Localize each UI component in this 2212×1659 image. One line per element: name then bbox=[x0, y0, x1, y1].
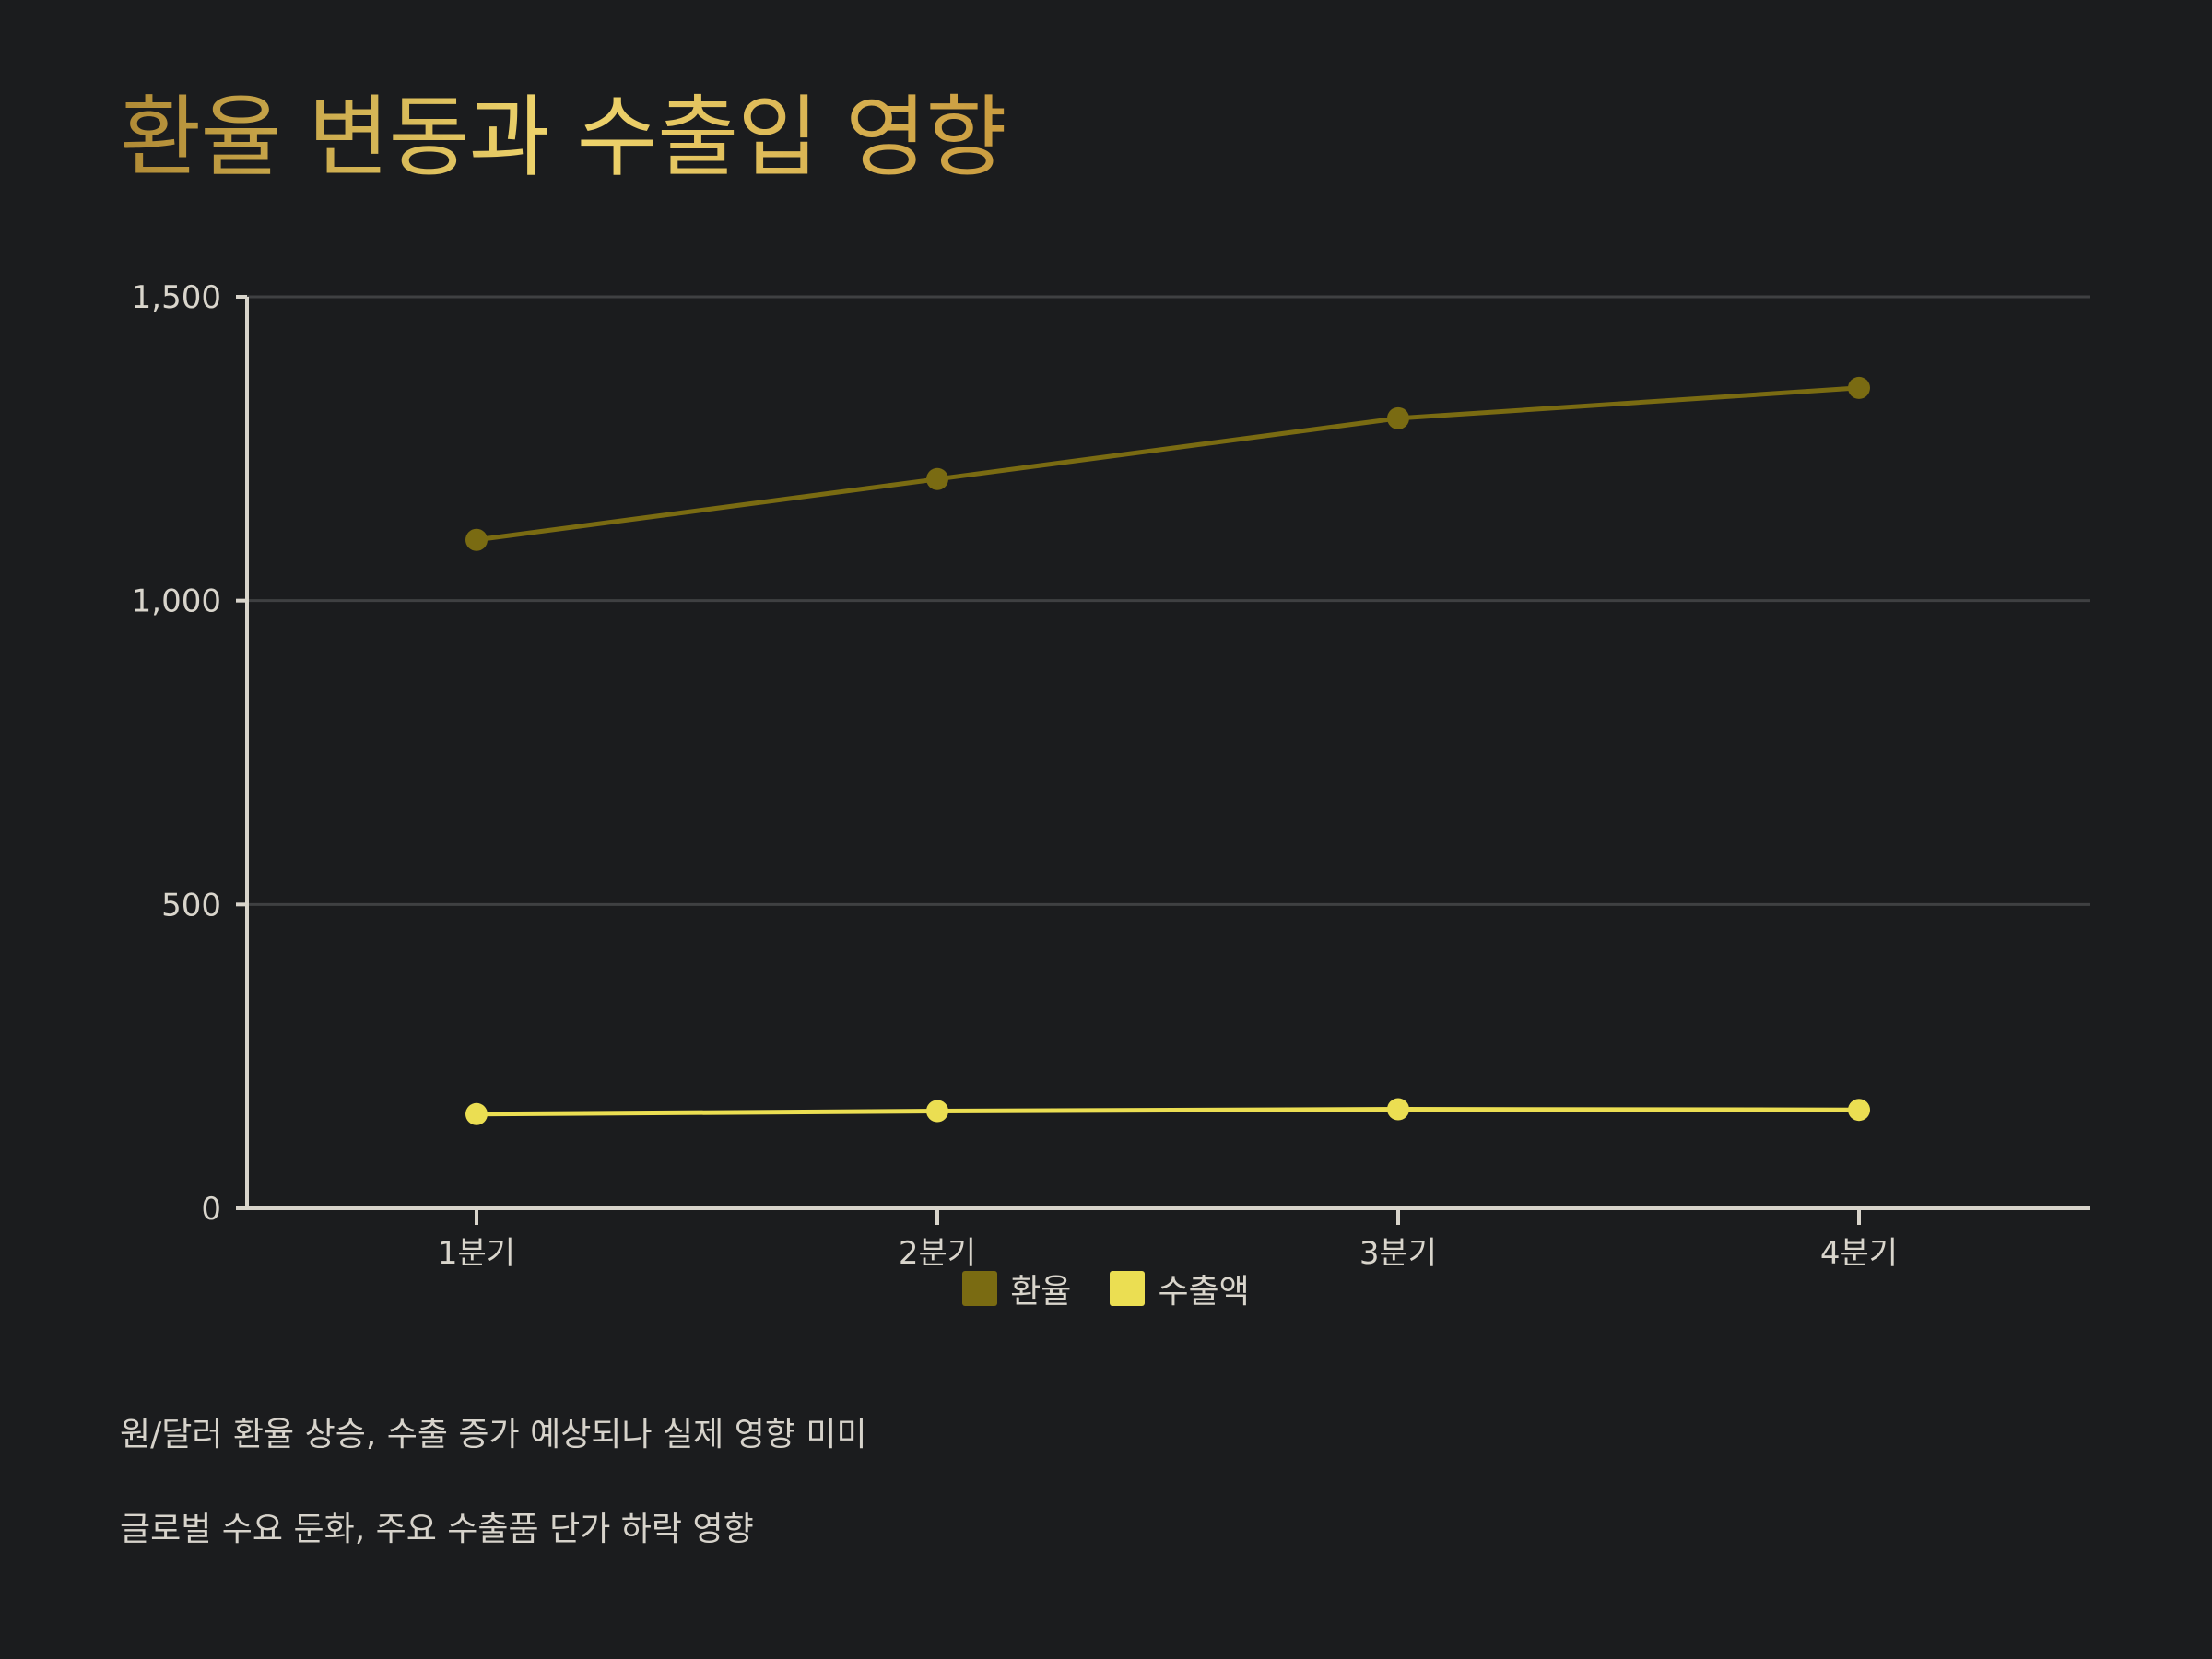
legend-item-exports: 수출액 bbox=[1110, 1265, 1250, 1312]
legend-item-exchange-rate: 환율 bbox=[962, 1265, 1071, 1312]
data-point-series-2 bbox=[465, 1102, 488, 1125]
x-tick-label: 4분기 bbox=[1820, 1235, 1898, 1272]
legend-swatch-exports bbox=[1110, 1271, 1146, 1306]
chart-title: 환율 변동과 수출입 영향 bbox=[120, 85, 1007, 191]
x-tick-label: 3분기 bbox=[1359, 1235, 1437, 1272]
data-point-series-1 bbox=[1387, 406, 1409, 429]
y-tick-label: 1,500 bbox=[132, 279, 221, 316]
x-tick-label: 1분기 bbox=[438, 1235, 515, 1272]
data-point-series-2 bbox=[1848, 1099, 1870, 1122]
legend-swatch-exchange-rate bbox=[962, 1271, 998, 1306]
y-tick-label: 0 bbox=[201, 1191, 221, 1228]
chart-notes: 원/달러 환율 상승, 수출 증가 예상되나 실제 영향 미미 글로벌 수요 둔… bbox=[120, 1415, 2101, 1605]
legend-label-exchange-rate: 환율 bbox=[1010, 1273, 1072, 1311]
data-point-series-2 bbox=[926, 1100, 948, 1123]
data-point-series-1 bbox=[1848, 376, 1870, 399]
x-tick-label: 2분기 bbox=[899, 1235, 976, 1272]
series-line-2 bbox=[474, 1107, 1862, 1117]
note-2: 글로벌 수요 둔화, 주요 수출품 단가 하락 영향 bbox=[120, 1511, 754, 1549]
y-tick-label: 1,000 bbox=[132, 583, 221, 620]
data-point-series-1 bbox=[926, 467, 948, 490]
note-1: 원/달러 환율 상승, 수출 증가 예상되나 실제 영향 미미 bbox=[120, 1416, 867, 1453]
series-line-1 bbox=[474, 385, 1862, 543]
legend-label-exports: 수출액 bbox=[1158, 1273, 1250, 1311]
chart-legend: 환율 수출액 bbox=[0, 1265, 2212, 1312]
data-point-series-2 bbox=[1387, 1098, 1409, 1121]
data-point-series-1 bbox=[465, 528, 488, 551]
y-tick-label: 500 bbox=[161, 887, 221, 924]
